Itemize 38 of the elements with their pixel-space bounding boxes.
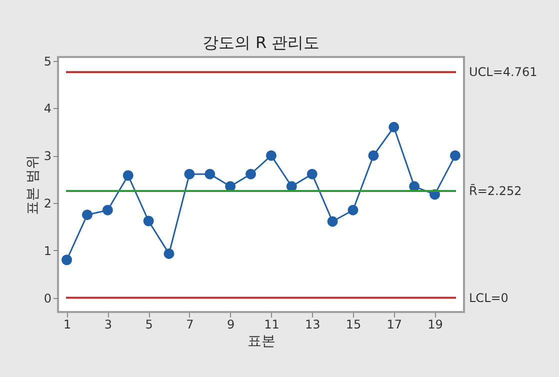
point	[143, 216, 154, 226]
point	[306, 168, 318, 180]
x-axis-title: 표본	[248, 334, 276, 350]
point	[246, 168, 256, 180]
point	[348, 204, 358, 216]
point	[450, 150, 460, 161]
chart-title: 강도의 R 관리도	[202, 32, 320, 52]
x-tick-label: 1	[63, 318, 72, 332]
ref-line-label: UCL=4.761	[469, 65, 538, 80]
x-tick-label: 13	[304, 318, 320, 332]
x-tick-label: 15	[346, 318, 362, 332]
point	[266, 150, 276, 161]
y-axis-title: 표본 범위	[24, 154, 41, 216]
x-tick-label: 9	[227, 318, 235, 332]
y-tick-label: 2	[44, 196, 52, 210]
ref-line-label: LCL=0	[469, 290, 508, 305]
x-tick-label: 5	[145, 318, 153, 332]
x-tick-label: 3	[104, 318, 112, 332]
y-tick-label: 4	[44, 102, 52, 116]
x-tick-label: 19	[428, 318, 443, 332]
point	[204, 168, 216, 180]
point	[327, 216, 338, 227]
point	[62, 254, 72, 266]
point	[368, 150, 379, 161]
point	[164, 248, 174, 259]
point	[184, 168, 195, 180]
y-tick-label: 1	[44, 244, 52, 258]
y-tick-label: 0	[44, 291, 52, 306]
point	[102, 204, 113, 216]
point	[388, 122, 400, 132]
x-tick-label: 11	[264, 318, 280, 332]
point	[122, 170, 134, 181]
x-tick-label: 7	[186, 318, 194, 332]
y-tick-label: 3	[44, 149, 52, 164]
ref-line-label: R̄=2.252	[469, 184, 522, 198]
point	[82, 210, 92, 220]
x-tick-label: 17	[386, 318, 402, 332]
y-tick-label: 5	[44, 54, 52, 68]
